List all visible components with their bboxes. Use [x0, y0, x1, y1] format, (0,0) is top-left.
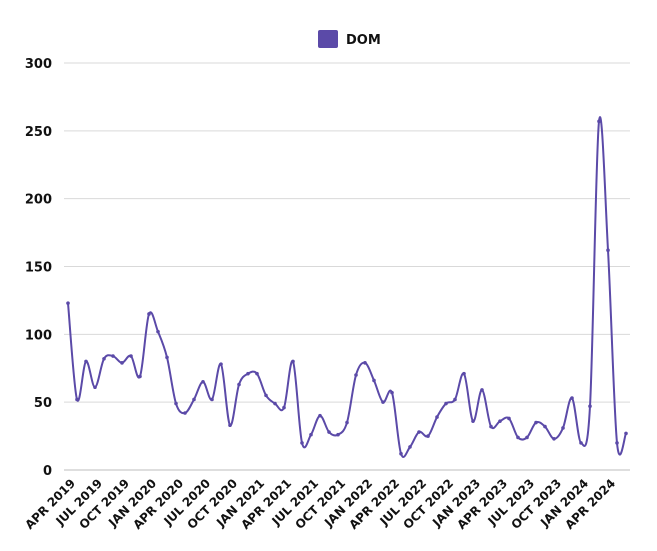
- data-point: [192, 397, 196, 402]
- data-point: [183, 411, 187, 415]
- data-point: [300, 441, 304, 445]
- data-point: [138, 374, 142, 379]
- y-tick-label: 100: [25, 328, 52, 343]
- data-point: [228, 423, 232, 428]
- gridlines: [64, 62, 630, 471]
- data-point: [498, 419, 502, 423]
- data-point: [93, 385, 97, 390]
- data-point: [561, 426, 565, 430]
- data-point: [309, 432, 313, 437]
- data-point: [120, 361, 124, 365]
- data-point: [579, 441, 583, 445]
- data-point: [336, 432, 340, 437]
- legend-swatch-dom: [318, 30, 338, 48]
- y-tick-label: 300: [25, 57, 52, 72]
- data-point: [606, 248, 610, 253]
- y-axis-ticks: 0 50 100 150 200 250 300: [25, 57, 52, 479]
- data-point: [363, 361, 367, 365]
- data-point: [75, 397, 79, 402]
- legend: DOM: [318, 30, 381, 48]
- y-tick-label: 150: [25, 261, 52, 276]
- y-tick-label: 200: [25, 193, 52, 208]
- data-point: [174, 401, 178, 406]
- data-point: [480, 388, 484, 392]
- data-point: [489, 424, 493, 429]
- data-point: [237, 382, 241, 387]
- data-point: [210, 397, 214, 402]
- data-points: [66, 119, 628, 456]
- data-point: [291, 359, 295, 364]
- data-point: [111, 354, 115, 358]
- data-point: [246, 371, 250, 376]
- data-point: [462, 371, 466, 376]
- y-tick-label: 50: [34, 396, 52, 411]
- data-point: [255, 371, 259, 376]
- data-point: [615, 441, 619, 445]
- data-point: [129, 354, 133, 358]
- data-point: [417, 430, 421, 434]
- data-point: [165, 355, 169, 360]
- data-point: [543, 424, 547, 429]
- data-point: [570, 396, 574, 400]
- data-point: [282, 405, 286, 410]
- data-point: [273, 401, 277, 406]
- data-point: [102, 356, 106, 361]
- data-point: [147, 312, 151, 316]
- data-point: [84, 359, 88, 364]
- data-point: [372, 378, 376, 383]
- data-point: [264, 393, 268, 398]
- series-dom: [66, 116, 628, 458]
- data-point: [588, 404, 592, 409]
- data-point: [156, 329, 160, 334]
- data-point: [435, 415, 439, 419]
- data-point: [444, 401, 448, 406]
- data-point: [471, 419, 475, 423]
- data-point: [507, 416, 511, 421]
- y-tick-label: 250: [25, 125, 52, 140]
- data-point: [453, 397, 457, 402]
- data-point: [66, 301, 70, 305]
- legend-label-dom: DOM: [346, 33, 381, 48]
- data-point: [525, 435, 529, 440]
- data-point: [399, 451, 403, 456]
- data-point: [219, 362, 223, 366]
- data-point: [426, 434, 430, 438]
- series-line-dom: [67, 116, 627, 458]
- data-point: [534, 420, 538, 425]
- data-point: [390, 390, 394, 395]
- data-point: [624, 431, 628, 436]
- data-point: [381, 400, 385, 404]
- data-point: [597, 119, 601, 124]
- data-point: [318, 413, 322, 418]
- data-point: [408, 445, 412, 449]
- data-point: [354, 373, 358, 377]
- data-point: [327, 430, 331, 434]
- y-tick-label: 0: [43, 464, 52, 479]
- data-point: [201, 380, 205, 384]
- data-point: [516, 435, 520, 440]
- data-point: [345, 420, 349, 425]
- data-point: [552, 436, 556, 441]
